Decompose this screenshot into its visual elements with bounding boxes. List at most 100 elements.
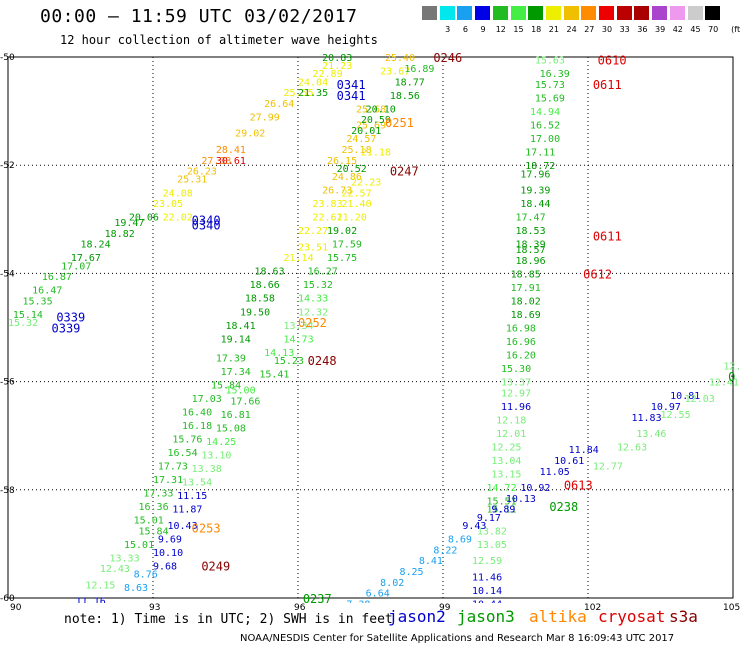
swh-value: 12.43: [100, 564, 130, 575]
color-scale-label: 18: [531, 25, 542, 34]
pass-time-label: 0253: [192, 522, 221, 536]
swh-value: 26.23: [187, 167, 217, 178]
pass-time-label: 0248: [308, 354, 337, 368]
swh-value: 15.23: [274, 356, 304, 367]
swh-value: 15.08: [216, 424, 246, 435]
swh-value: 18.58: [245, 294, 275, 305]
swh-value: 16.54: [168, 448, 198, 459]
color-scale-label: 24: [566, 25, 577, 34]
swh-value: 17.03: [192, 394, 222, 405]
swh-value: 24.04: [298, 77, 328, 88]
y-tick-label: -50: [0, 53, 15, 63]
swh-value: 19.39: [520, 186, 550, 197]
swh-value: 8.76: [134, 570, 158, 581]
color-swatch: [616, 6, 632, 20]
swh-value: 12.80: [723, 361, 740, 372]
satellite-legend-s3a: s3a: [669, 607, 698, 626]
swh-value: 11.96: [501, 402, 531, 413]
footer-note: note: 1) Time is in UTC; 2) SWH is in fe…: [64, 612, 393, 627]
swh-value: 16.36: [139, 502, 169, 513]
swh-value: 15.30: [501, 364, 531, 375]
swh-value: 17.07: [61, 261, 91, 272]
swh-value: 13.15: [491, 470, 521, 481]
swh-value: 9.17: [477, 513, 501, 524]
swh-value: 10.44: [472, 599, 502, 610]
swh-value: 8.02: [380, 578, 404, 589]
swh-value: 16.87: [42, 272, 72, 283]
swh-value: 17.73: [158, 461, 188, 472]
satellite-legend-altika: altika: [529, 607, 587, 626]
swh-value: 26.73: [322, 186, 352, 197]
satellite-legend-jason2: jason2: [388, 607, 446, 626]
swh-value: 14.33: [298, 294, 328, 305]
pass-time-label: 0249: [201, 560, 230, 574]
y-tick-label: -58: [0, 486, 15, 496]
swh-value: 18.77: [395, 77, 425, 88]
swh-value: 10.43: [168, 521, 198, 532]
swh-value: 23.51: [298, 242, 328, 253]
map-grid: [8, 57, 733, 598]
swh-value: 12.55: [661, 410, 691, 421]
color-scale-label: 3: [445, 25, 451, 34]
swh-value: 14.73: [284, 334, 314, 345]
swh-value: 15.01: [134, 516, 164, 527]
swh-value: 16.47: [32, 286, 62, 297]
swh-value: 22.27: [298, 226, 328, 237]
swh-value: 13.54: [182, 478, 212, 489]
swh-value: 22.02: [163, 213, 193, 224]
swh-value: 18.02: [511, 296, 541, 307]
swh-value: 16.98: [506, 324, 536, 335]
page-subtitle: 12 hour collection of altimeter wave hei…: [60, 33, 378, 47]
swh-value: 17.96: [520, 169, 550, 180]
swh-value: 24.57: [346, 134, 376, 145]
swh-value: 9.47: [56, 632, 80, 643]
swh-value: 15.11: [487, 505, 517, 516]
swh-value: 15.75: [327, 253, 357, 264]
color-swatch: [634, 6, 650, 20]
swh-value: 10.13: [506, 494, 536, 505]
color-swatch: [563, 6, 579, 20]
swh-value: 26.15: [327, 156, 357, 167]
swh-value: 21.20: [337, 213, 367, 224]
color-swatch: [652, 6, 668, 20]
swh-value: 18.57: [516, 245, 546, 256]
swh-value: 7.38: [346, 599, 370, 610]
swh-value: 9.43: [462, 521, 486, 532]
swh-value: 16.27: [308, 267, 338, 278]
color-swatch: [457, 6, 473, 20]
swh-value: 18.24: [81, 240, 111, 251]
color-scale-label: 9: [480, 25, 486, 34]
pass-time-label: 0341: [337, 78, 366, 92]
swh-value: 13.34: [284, 321, 314, 332]
swh-value: 30.61: [216, 156, 246, 167]
color-scale-label: 36: [637, 25, 648, 34]
swh-value: 8.25: [400, 567, 424, 578]
swh-value: 21.40: [342, 199, 372, 210]
swh-value: 11.87: [172, 505, 202, 516]
color-swatch: [545, 6, 561, 20]
swh-value: 21.14: [284, 253, 314, 264]
swh-value: 22.23: [351, 177, 381, 188]
swh-value: 18.85: [511, 269, 541, 280]
pass-time-label: 0237: [303, 592, 332, 606]
x-tick-label: 99: [439, 603, 451, 613]
color-swatch: [492, 6, 508, 20]
swh-value: 16.40: [182, 407, 212, 418]
swh-value: 13.33: [110, 553, 140, 564]
swh-value: 8.69: [448, 534, 472, 545]
pass-time-label: 0247: [390, 165, 419, 179]
color-scale-label: 30: [601, 25, 613, 34]
swh-value: 12.18: [496, 415, 526, 426]
pass-time-label: 0613: [564, 478, 593, 492]
pass-time-label: 0339: [56, 311, 85, 325]
swh-value: 24.08: [163, 188, 193, 199]
swh-value: 10.97: [651, 402, 681, 413]
swh-value: 17.66: [230, 397, 260, 408]
swh-value: 22.61: [313, 213, 343, 224]
x-tick-label: 105: [723, 603, 740, 613]
color-scale-unit: (ft): [731, 25, 740, 34]
swh-value: 27.99: [250, 113, 280, 124]
y-tick-label: -54: [0, 269, 15, 279]
